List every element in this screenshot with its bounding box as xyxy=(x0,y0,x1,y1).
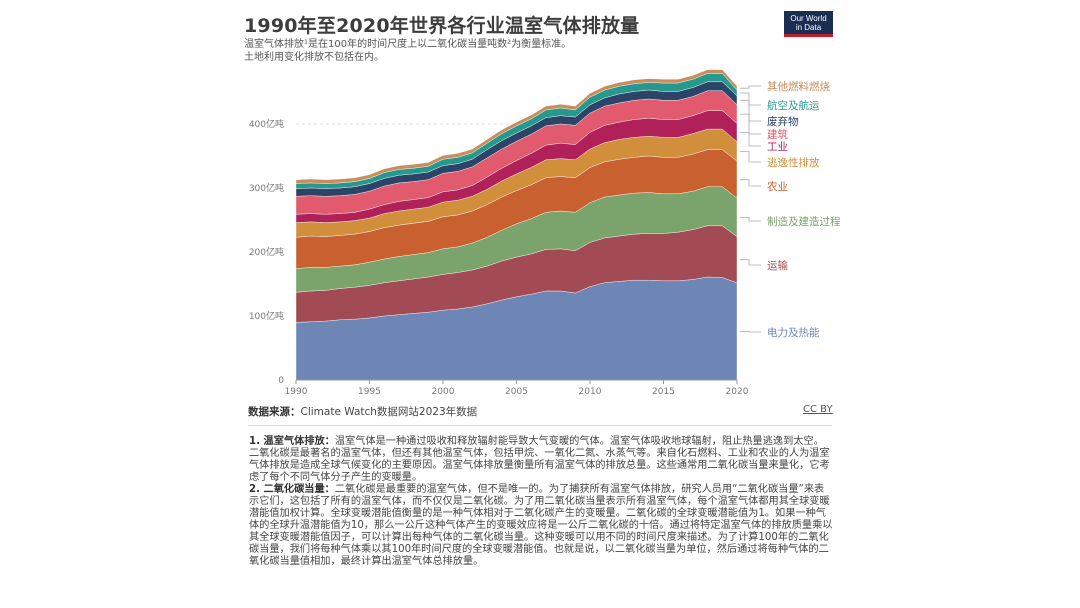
footnote-1-text: 温室气体是一种通过吸收和释放辐射能导致大气变暖的气体。温室气体吸收地球辐射，阻止… xyxy=(249,436,830,483)
footnote-2-title: 2. 二氧化碳当量： xyxy=(249,484,335,495)
source-label: 数据来源： xyxy=(248,406,301,418)
x-axis: 1990 1995 2000 2005 2010 2015 2020 xyxy=(285,379,749,397)
series-label[interactable]: 建筑 xyxy=(767,128,788,141)
label-connector xyxy=(740,132,761,147)
footnote-1-title: 1. 温室气体排放： xyxy=(249,436,335,447)
x-tick-label: 1990 xyxy=(285,387,308,397)
label-connector xyxy=(740,113,761,135)
chart-title: 1990年至2020年世界各行业温室气体排放量 xyxy=(244,15,640,37)
x-tick-label: 2015 xyxy=(652,387,675,397)
y-tick-label: 0 xyxy=(278,376,284,386)
series-label[interactable]: 废弃物 xyxy=(767,115,799,128)
series-label[interactable]: 制造及建造过程 xyxy=(767,215,841,228)
series-label[interactable]: 逃逸性排放 xyxy=(767,156,820,169)
label-connector xyxy=(740,92,761,106)
series-label[interactable]: 运输 xyxy=(767,259,788,272)
footnote-2: 2. 二氧化碳当量：二氧化碳是最重要的温室气体，但不是唯一的。为了捕获所有温室气… xyxy=(249,484,833,568)
label-connector xyxy=(740,331,761,333)
logo-line1: Our World xyxy=(790,14,827,23)
y-axis: 0 100亿吨 200亿吨 300亿吨 400亿吨 xyxy=(249,118,284,386)
license-link[interactable]: CC BY xyxy=(803,404,833,415)
series-label[interactable]: 电力及热能 xyxy=(767,326,820,339)
footnote-1: 1. 温室气体排放：温室气体是一种通过吸收和释放辐射能导致大气变暖的气体。温室气… xyxy=(249,436,833,484)
series-label[interactable]: 工业 xyxy=(767,141,788,153)
series-label[interactable]: 其他燃料燃烧 xyxy=(767,80,830,93)
chart-subtitle-line1: 温室气体排放¹是在100年的时间尺度上以二氧化碳当量吨数²为衡量标准。 xyxy=(244,39,572,50)
footnote-2-text: 二氧化碳是最重要的温室气体，但不是唯一的。为了捕获所有温室气体排放，研究人员用“… xyxy=(249,484,833,567)
x-tick-label: 2000 xyxy=(432,387,455,397)
logo-line2: in Data xyxy=(795,23,822,32)
label-connector xyxy=(740,179,761,187)
owid-logo[interactable]: Our World in Data xyxy=(784,11,833,37)
label-connector xyxy=(740,99,761,122)
label-connector xyxy=(740,85,761,89)
series-label[interactable]: 航空及航运 xyxy=(767,99,820,112)
divider xyxy=(248,425,832,426)
x-tick-label: 1995 xyxy=(358,387,381,397)
y-tick-label: 300亿吨 xyxy=(249,182,284,194)
y-tick-label: 100亿吨 xyxy=(249,310,284,322)
y-tick-label: 400亿吨 xyxy=(249,118,284,130)
label-connector xyxy=(740,259,761,266)
label-connector xyxy=(740,217,761,222)
x-tick-label: 2010 xyxy=(579,387,602,397)
footnotes: 1. 温室气体排放：温室气体是一种通过吸收和释放辐射能导致大气变暖的气体。温室气… xyxy=(249,436,833,568)
x-tick-label: 2005 xyxy=(505,387,528,397)
y-tick-label: 200亿吨 xyxy=(249,246,284,258)
chart-subtitle-line2: 土地利用变化排放不包括在内。 xyxy=(244,52,384,63)
area-series xyxy=(295,69,738,381)
source-line: 数据来源：Climate Watch数据网站2023年数据 xyxy=(248,404,477,419)
label-connector xyxy=(740,151,761,163)
source-text: Climate Watch数据网站2023年数据 xyxy=(300,406,478,418)
stacked-area-chart[interactable]: 0 100亿吨 200亿吨 300亿吨 400亿吨 1990 1995 2000 2005 20… xyxy=(0,0,1080,400)
series-label[interactable]: 农业 xyxy=(767,180,788,193)
area-9[interactable] xyxy=(295,69,738,184)
x-tick-label: 2020 xyxy=(726,387,749,397)
